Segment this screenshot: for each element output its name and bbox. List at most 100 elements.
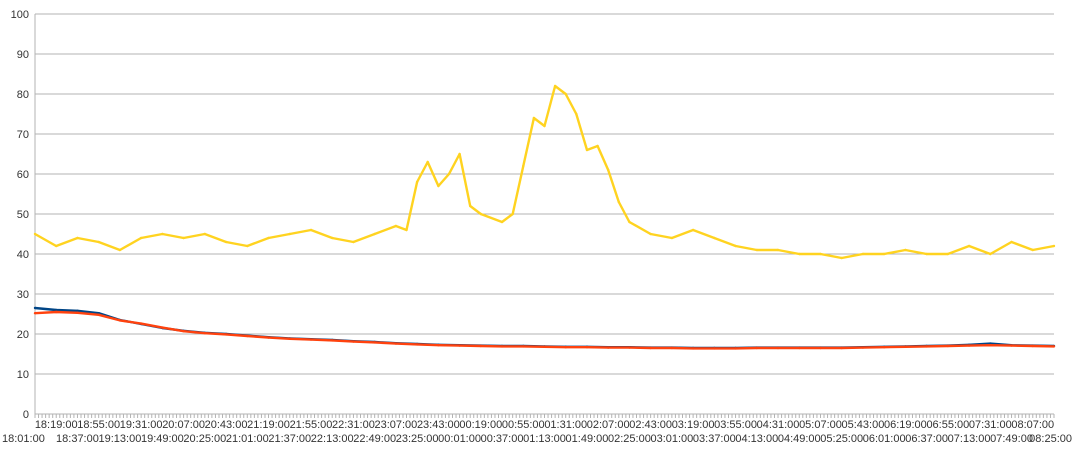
y-tick-label: 60 [17,169,29,181]
x-axis: 18:19:00 18:55:00 19:31:00 20:07:00 20:43:00… [2,14,1072,445]
data-point [925,345,928,348]
x-tick-label-row2: 19:13:00 [99,433,142,445]
series-line-1 [34,306,1055,350]
data-point [203,332,206,335]
data-point [585,148,589,152]
data-point [437,184,440,188]
data-point [819,252,822,256]
data-point [1010,240,1013,244]
series-line-0 [34,84,1055,260]
data-point [224,240,228,244]
x-tick-label-row1: 01:31:00 [544,419,587,431]
data-point [670,346,674,350]
x-tick-label-row2: 00:37:00 [481,433,524,445]
data-point [309,228,313,232]
x-tick-label-row1: 21:19:00 [247,419,290,431]
x-tick-label-row2: 22:13:00 [311,433,354,445]
data-point [33,306,37,310]
series-2-points [33,310,1056,350]
y-tick-label: 0 [23,409,29,421]
data-point [798,346,801,350]
data-point [713,347,716,350]
data-point [1010,344,1013,347]
data-point [394,224,398,228]
data-point [394,342,398,345]
data-point [564,92,567,96]
x-tick-label-row1: 03:19:00 [672,419,715,431]
y-tick-label: 90 [17,49,29,61]
data-point [182,330,185,333]
x-tick-label-row1: 20:07:00 [162,419,205,431]
data-point [76,311,79,314]
y-tick-label: 50 [17,209,29,221]
y-tick-label: 10 [17,369,29,381]
data-point [989,344,992,347]
x-tick-label-row1: 23:43:00 [417,419,460,431]
data-point [564,346,567,349]
data-point [532,116,536,120]
x-tick-label-row2: 18:37:00 [56,433,99,445]
data-point [118,248,122,252]
x-tick-label-row2: 06:01:00 [863,433,906,445]
data-point [288,232,291,236]
data-point [861,252,865,256]
data-point [500,220,504,224]
data-point [458,344,461,347]
series-1-points [33,306,1056,350]
x-tick-label-row1: 06:55:00 [926,419,969,431]
data-point [670,236,674,240]
data-point [203,232,206,236]
x-tick-label-row2: 03:01:00 [650,433,693,445]
data-point [118,319,122,322]
x-tick-label-row1: 05:07:00 [799,419,842,431]
data-point [649,232,652,236]
data-point [883,346,886,349]
series-lines [33,84,1056,350]
data-point [458,152,461,156]
data-point [691,347,695,350]
data-point [139,236,143,240]
data-point [352,340,355,343]
series-0-points [33,84,1056,260]
data-point [405,228,408,232]
data-point [776,248,780,252]
data-point [1052,244,1056,248]
data-point [479,344,482,348]
data-point [331,339,334,342]
data-point [946,344,950,348]
x-tick-label-row2: 01:49:00 [566,433,609,445]
data-point [55,308,58,312]
data-point [511,212,514,216]
x-tick-label-row2: 21:01:00 [226,433,269,445]
data-point [426,160,429,164]
x-tick-label-row1: 18:55:00 [77,419,120,431]
data-point [607,168,610,172]
data-point [755,346,758,350]
data-point [596,144,599,148]
data-point [575,112,578,116]
y-tick-label: 40 [17,249,29,261]
data-point [967,244,971,248]
x-tick-label-row2: 04:49:00 [778,433,821,445]
data-point [33,312,37,315]
data-point [352,240,355,244]
data-point [946,252,950,256]
data-point [522,164,525,168]
data-point [469,204,472,208]
data-point [267,336,270,339]
data-point [415,343,419,346]
data-point [76,236,79,240]
x-tick-label-row2: 22:49:00 [353,433,396,445]
x-tick-label-row1: 22:31:00 [332,419,375,431]
data-point [267,236,270,240]
data-point [182,236,185,240]
data-point [246,244,249,248]
data-point [76,309,79,312]
x-tick-label-row2: 19:49:00 [141,433,184,445]
data-point [543,345,546,348]
x-tick-label-row1: 07:31:00 [969,419,1012,431]
data-point [628,346,631,349]
x-tick-label-row1: 02:43:00 [629,419,672,431]
x-tick-label-row2: 03:37:00 [693,433,736,445]
y-tick-label: 20 [17,329,29,341]
